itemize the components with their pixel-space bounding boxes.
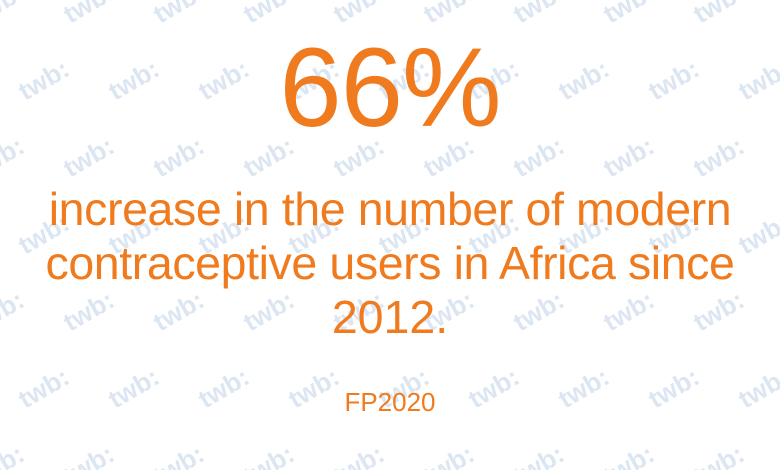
body-line-3: 2012. — [331, 291, 449, 343]
body-line-1: increase in the number of modern — [48, 183, 732, 235]
body-statement: increase in the number of modern contrac… — [0, 182, 780, 344]
headline-statistic: 66% — [279, 25, 501, 150]
source-attribution: FP2020 — [344, 387, 436, 417]
body-line-2: contraceptive users in Africa since — [45, 237, 735, 289]
